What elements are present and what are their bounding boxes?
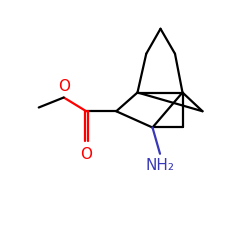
- Text: NH₂: NH₂: [146, 158, 174, 172]
- Text: O: O: [80, 147, 92, 162]
- Text: O: O: [58, 79, 70, 94]
